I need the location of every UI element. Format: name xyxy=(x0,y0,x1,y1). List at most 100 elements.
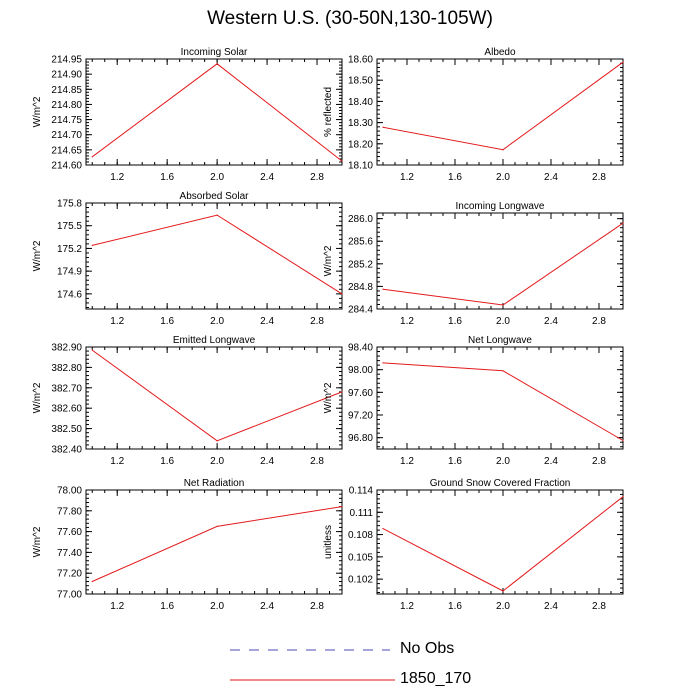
chart-title: Incoming Longwave xyxy=(456,201,545,212)
chart-panel-8: Ground Snow Covered Fraction unitless 0.10… xyxy=(323,478,624,612)
x-tick-label: 1.2 xyxy=(110,172,124,183)
y-tick-label: 382.80 xyxy=(51,363,82,374)
chart-title: Ground Snow Covered Fraction xyxy=(430,478,571,489)
y-tick-label: 382.60 xyxy=(51,404,82,415)
y-axis-label: W/m^2 xyxy=(32,382,43,413)
y-tick-label: 18.50 xyxy=(348,76,373,87)
y-tick-label: 284.8 xyxy=(348,282,373,293)
chart-title: Incoming Solar xyxy=(181,47,248,58)
x-tick-label: 2.8 xyxy=(310,172,324,183)
x-tick-label: 1.2 xyxy=(110,316,124,327)
y-tick-label: 175.2 xyxy=(57,244,82,255)
data-point xyxy=(341,160,343,162)
legend-swatch-1850-170 xyxy=(230,679,395,681)
y-tick-label: 18.10 xyxy=(348,161,373,172)
y-tick-label: 77.40 xyxy=(57,548,82,559)
plot-frame xyxy=(376,58,624,166)
y-axis-label: W/m^2 xyxy=(32,96,43,127)
chart-panel-2: Albedo % reflected 18.10 18.20 18.30 18.40 18.… xyxy=(323,47,624,183)
y-tick-label: 214.80 xyxy=(51,100,82,111)
chart-title: Net Radiation xyxy=(184,478,245,489)
plot-frame xyxy=(85,346,343,450)
y-tick-label: 382.90 xyxy=(51,343,82,354)
x-tick-label: 2.8 xyxy=(310,316,324,327)
x-tick-label: 1.2 xyxy=(110,456,124,467)
data-point xyxy=(622,439,624,442)
y-axis-label: W/m^2 xyxy=(32,526,43,557)
chart-panel-4: Incoming Longwave W/m^2 284.4 284.8 285.2 285… xyxy=(323,201,624,327)
x-tick-label: 2.4 xyxy=(544,456,558,467)
y-tick-label: 382.70 xyxy=(51,383,82,394)
data-point xyxy=(91,580,93,583)
x-tick-label: 1.6 xyxy=(448,316,462,327)
x-tick-label: 1.6 xyxy=(448,456,462,467)
legend-label-no-obs: No Obs xyxy=(400,640,455,657)
y-axis-label: W/m^2 xyxy=(323,382,334,413)
data-point xyxy=(91,349,93,351)
chart-panel-6: Net Longwave W/m^2 96.80 97.20 97.60 98.00 98.… xyxy=(323,335,624,467)
data-point xyxy=(502,370,504,372)
y-tick-label: 214.70 xyxy=(51,130,82,141)
data-point xyxy=(622,222,624,224)
x-tick-label: 2.8 xyxy=(592,172,606,183)
y-tick-label: 0.111 xyxy=(349,508,373,519)
series-line-1850-170 xyxy=(382,362,624,441)
plot-frame xyxy=(85,202,343,310)
x-tick-label: 2.0 xyxy=(210,601,224,612)
series-line-1850-170 xyxy=(91,63,343,162)
y-tick-label: 214.90 xyxy=(51,70,82,81)
y-tick-label: 18.30 xyxy=(348,118,373,129)
y-tick-label: 77.20 xyxy=(57,569,82,580)
chart-title: Emitted Longwave xyxy=(173,335,256,346)
y-tick-label: 214.65 xyxy=(51,145,82,156)
data-point xyxy=(341,506,343,508)
y-tick-label: 18.40 xyxy=(348,97,373,108)
y-tick-label: 174.6 xyxy=(57,289,82,300)
plot-frame xyxy=(376,212,624,310)
y-tick-label: 0.102 xyxy=(348,575,373,586)
series-line-1850-170 xyxy=(92,214,343,295)
legend-item-1850-170: 1850_170 xyxy=(230,668,530,692)
legend-label-1850-170: 1850_170 xyxy=(400,670,472,687)
data-point xyxy=(502,149,504,151)
x-tick-label: 1.2 xyxy=(400,456,414,467)
x-tick-label: 2.4 xyxy=(260,316,274,327)
data-point xyxy=(216,525,218,528)
plot-frame xyxy=(376,489,624,595)
y-tick-label: 18.20 xyxy=(348,139,373,150)
x-tick-label: 2.4 xyxy=(260,172,274,183)
plot-frame xyxy=(376,346,624,450)
x-tick-label: 1.6 xyxy=(448,172,462,183)
y-axis-label: W/m^2 xyxy=(32,240,43,271)
y-tick-label: 285.6 xyxy=(348,237,373,248)
y-tick-label: 382.50 xyxy=(51,424,82,435)
x-tick-label: 1.2 xyxy=(400,172,414,183)
y-tick-label: 77.60 xyxy=(57,527,82,538)
data-point xyxy=(382,528,384,530)
x-tick-label: 1.6 xyxy=(160,601,174,612)
data-point xyxy=(91,244,93,246)
x-tick-label: 1.6 xyxy=(448,601,462,612)
x-tick-label: 1.6 xyxy=(160,172,174,183)
chart-panel-1: Incoming Solar W/m^2 214.60 214.65 214.70 214… xyxy=(32,47,343,183)
data-point xyxy=(216,63,218,65)
x-tick-label: 2.8 xyxy=(592,601,606,612)
chart-title: Net Longwave xyxy=(468,335,532,346)
x-tick-label: 1.2 xyxy=(400,601,414,612)
plot-frame xyxy=(85,489,343,595)
y-tick-label: 214.60 xyxy=(51,161,82,172)
x-tick-label: 2.8 xyxy=(592,316,606,327)
series-line-1850-170 xyxy=(91,349,343,442)
y-axis-label: unitless xyxy=(323,525,334,559)
x-tick-label: 2.0 xyxy=(496,456,510,467)
data-point xyxy=(216,214,218,216)
x-tick-label: 2.4 xyxy=(544,172,558,183)
y-tick-label: 214.75 xyxy=(51,115,82,126)
y-tick-label: 77.80 xyxy=(57,506,82,517)
data-point xyxy=(622,496,624,498)
x-tick-label: 2.0 xyxy=(210,316,224,327)
chart-title: Albedo xyxy=(484,47,516,58)
y-tick-label: 0.105 xyxy=(348,552,373,563)
y-tick-label: 285.2 xyxy=(348,259,373,270)
